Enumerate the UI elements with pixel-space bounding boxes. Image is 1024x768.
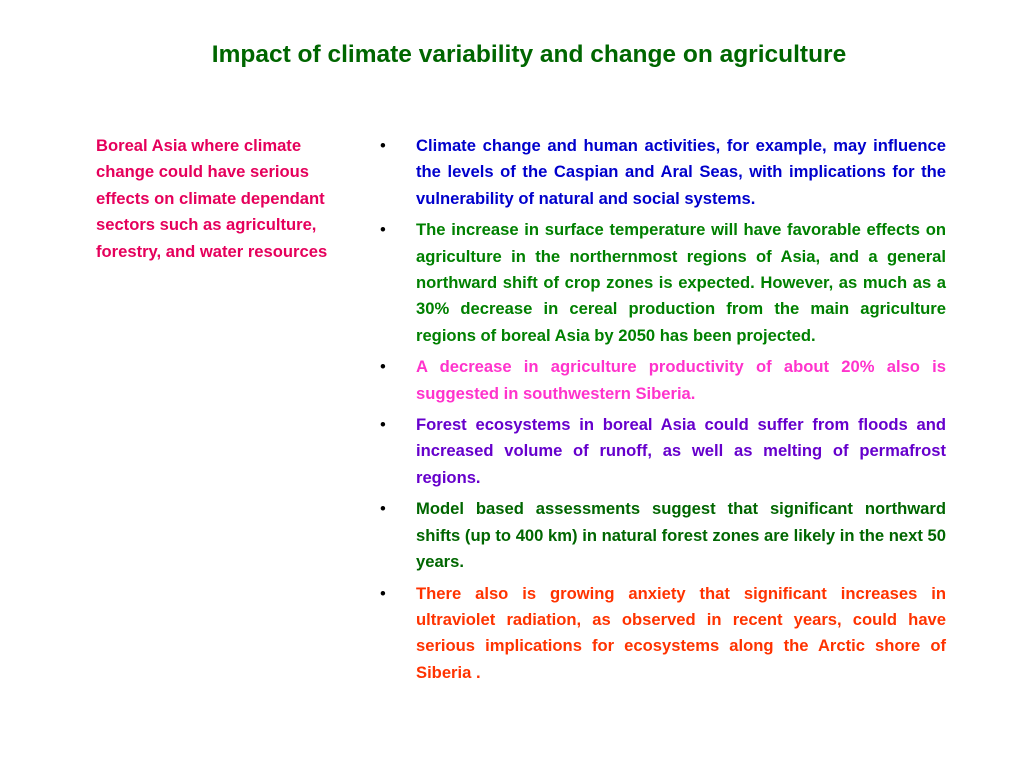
side-note: Boreal Asia where climate change could h…: [96, 136, 328, 261]
bullet-item-forest-ecosystems: • Forest ecosystems in boreal Asia could…: [374, 412, 946, 491]
bullet-point: •: [380, 583, 386, 603]
bullet-point: •: [380, 357, 386, 377]
bullet-list: • Climate change and human activities, f…: [374, 133, 946, 691]
bullet-text: Forest ecosystems in boreal Asia could s…: [416, 415, 946, 487]
bullet-text: Model based assessments suggest that sig…: [416, 499, 946, 572]
bullet-text: The increase in surface temperature will…: [416, 220, 946, 345]
bullet-item-caspian-aral: • Climate change and human activities, f…: [374, 133, 946, 212]
bullet-item-forest-zone-shifts: • Model based assessments suggest that s…: [374, 496, 946, 575]
bullet-item-agriculture-productivity: • A decrease in agriculture productivity…: [374, 354, 946, 407]
bullet-text: A decrease in agriculture productivity o…: [416, 357, 946, 403]
bullet-item-ultraviolet-radiation: • There also is growing anxiety that sig…: [374, 581, 946, 687]
bullet-text: There also is growing anxiety that signi…: [416, 583, 946, 682]
bullet-text: Climate change and human activities, for…: [416, 136, 946, 208]
bullet-item-surface-temperature: • The increase in surface temperature wi…: [374, 217, 946, 349]
bullet-point: •: [380, 136, 386, 155]
bullet-point: •: [380, 415, 386, 435]
bullet-point: •: [380, 499, 386, 519]
slide-title: Impact of climate variability and change…: [211, 41, 847, 68]
bullet-point: •: [380, 220, 386, 240]
